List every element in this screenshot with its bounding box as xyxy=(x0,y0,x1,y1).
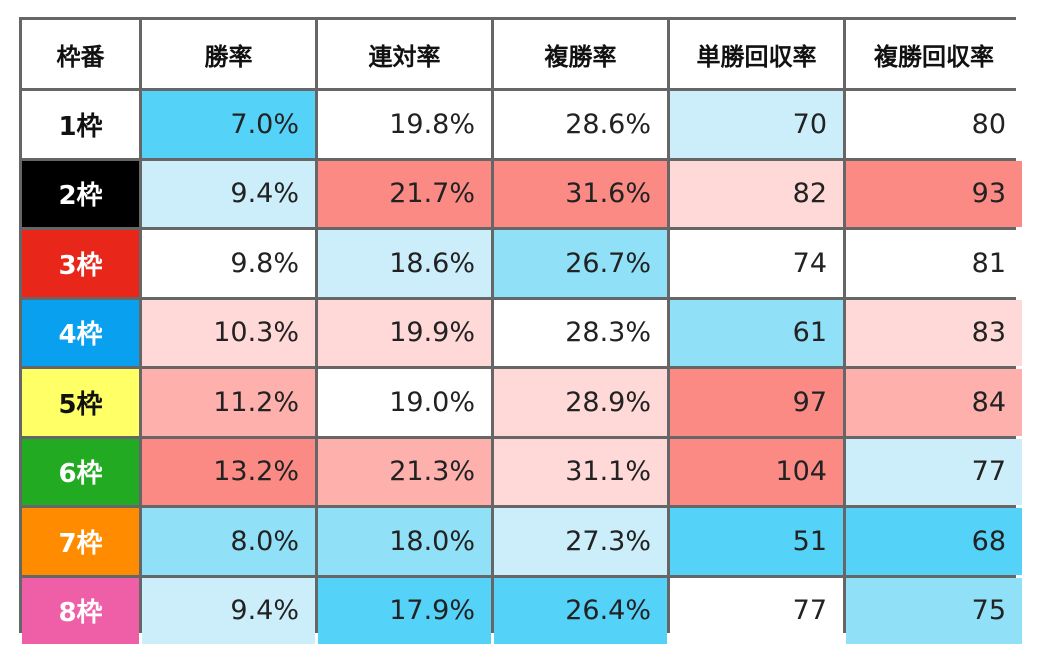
data-cell: 28.9% xyxy=(494,369,667,436)
data-cell: 28.6% xyxy=(494,91,667,158)
data-cell: 70 xyxy=(670,91,843,158)
data-cell: 97 xyxy=(670,369,843,436)
data-cell: 31.6% xyxy=(494,160,667,227)
data-cell: 9.4% xyxy=(142,160,315,227)
data-cell: 21.3% xyxy=(318,438,491,505)
data-cell: 21.7% xyxy=(318,160,491,227)
data-cell: 81 xyxy=(846,230,1022,297)
data-cell: 75 xyxy=(846,577,1022,644)
data-cell: 19.0% xyxy=(318,369,491,436)
frame-label: 3枠 xyxy=(22,230,139,297)
data-cell: 26.7% xyxy=(494,230,667,297)
data-cell: 74 xyxy=(670,230,843,297)
data-cell: 51 xyxy=(670,508,843,575)
data-cell: 19.8% xyxy=(318,91,491,158)
data-cell: 68 xyxy=(846,508,1022,575)
data-cell: 84 xyxy=(846,369,1022,436)
stats-table: 枠番 勝率 連対率 複勝率 単勝回収率 複勝回収率 1枠 7.0% 19.8% 28.6% 70 80… xyxy=(19,17,1022,644)
data-cell: 9.8% xyxy=(142,230,315,297)
data-cell: 28.3% xyxy=(494,299,667,366)
data-cell: 104 xyxy=(670,438,843,505)
data-cell: 93 xyxy=(846,160,1022,227)
data-cell: 8.0% xyxy=(142,508,315,575)
data-cell: 77 xyxy=(846,438,1022,505)
data-cell: 82 xyxy=(670,160,843,227)
frame-label: 5枠 xyxy=(22,369,139,436)
frame-label: 7枠 xyxy=(22,508,139,575)
header-cell: 枠番 xyxy=(22,20,139,88)
data-cell: 7.0% xyxy=(142,91,315,158)
data-cell: 83 xyxy=(846,299,1022,366)
data-cell: 10.3% xyxy=(142,299,315,366)
data-cell: 9.4% xyxy=(142,577,315,644)
header-cell: 単勝回収率 xyxy=(670,20,843,88)
data-cell: 61 xyxy=(670,299,843,366)
data-cell: 19.9% xyxy=(318,299,491,366)
data-cell: 17.9% xyxy=(318,577,491,644)
header-cell: 勝率 xyxy=(142,20,315,88)
data-cell: 26.4% xyxy=(494,577,667,644)
header-cell: 複勝回収率 xyxy=(846,20,1022,88)
frame-label: 8枠 xyxy=(22,577,139,644)
data-cell: 18.0% xyxy=(318,508,491,575)
frame-label: 2枠 xyxy=(22,160,139,227)
frame-label: 1枠 xyxy=(22,91,139,158)
data-cell: 31.1% xyxy=(494,438,667,505)
frame-label: 4枠 xyxy=(22,299,139,366)
header-cell: 複勝率 xyxy=(494,20,667,88)
data-cell: 18.6% xyxy=(318,230,491,297)
header-cell: 連対率 xyxy=(318,20,491,88)
data-cell: 77 xyxy=(670,577,843,644)
data-cell: 80 xyxy=(846,91,1022,158)
data-cell: 27.3% xyxy=(494,508,667,575)
data-cell: 11.2% xyxy=(142,369,315,436)
data-cell: 13.2% xyxy=(142,438,315,505)
frame-label: 6枠 xyxy=(22,438,139,505)
